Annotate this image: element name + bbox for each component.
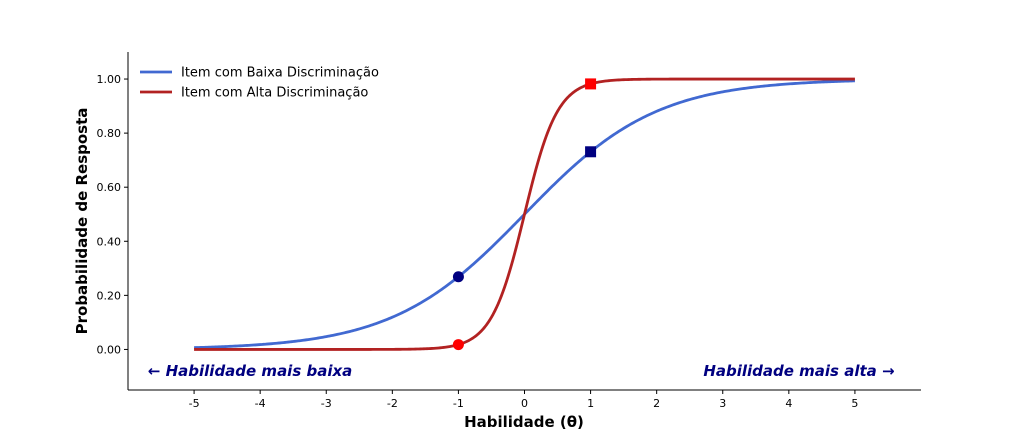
y-tick-label: 0.00 [97, 343, 122, 356]
x-tick-label: -1 [453, 397, 464, 410]
y-ticks: 0.00 0.20 0.40 0.60 0.80 1.00 [97, 73, 128, 356]
markers [452, 78, 597, 351]
x-tick-label: 0 [521, 397, 528, 410]
x-tick-label: 1 [587, 397, 594, 410]
data-point-circle [452, 339, 464, 351]
x-ticks: -5 -4 -3 -2 -1 0 1 2 3 4 5 [189, 390, 858, 410]
high-discrimination-curve [194, 77, 855, 351]
data-point-circle [452, 271, 464, 283]
x-tick-label: -5 [189, 397, 200, 410]
y-tick-label: 0.80 [97, 127, 122, 140]
axes [127, 52, 921, 391]
x-tick-label: -4 [255, 397, 266, 410]
legend-label: Item com Alta Discriminação [181, 86, 368, 101]
y-tick-label: 0.40 [97, 235, 122, 248]
x-tick-label: 4 [785, 397, 792, 410]
x-tick-label: -3 [321, 397, 332, 410]
y-axis-label: Probabilidade de Resposta [73, 108, 91, 335]
annotations: ← Habilidade mais baixa Habilidade mais a… [148, 362, 895, 380]
y-tick-label: 0.20 [97, 289, 122, 302]
x-axis-label: Habilidade (θ) [464, 413, 584, 431]
y-tick-label: 0.60 [97, 181, 122, 194]
x-tick-label: 2 [653, 397, 660, 410]
legend: Item com Baixa Discriminação Item com Alt… [140, 66, 379, 101]
x-tick-label: 5 [851, 397, 858, 410]
data-point-square [585, 78, 597, 90]
legend-label: Item com Baixa Discriminação [181, 66, 379, 81]
data-point-square [585, 146, 597, 158]
curves [194, 77, 855, 351]
annotation-higher-ability: Habilidade mais alta → [703, 362, 894, 380]
x-tick-label: 3 [719, 397, 726, 410]
y-tick-label: 1.00 [97, 73, 122, 86]
annotation-lower-ability: ← Habilidade mais baixa [148, 362, 352, 380]
x-tick-label: -2 [387, 397, 398, 410]
